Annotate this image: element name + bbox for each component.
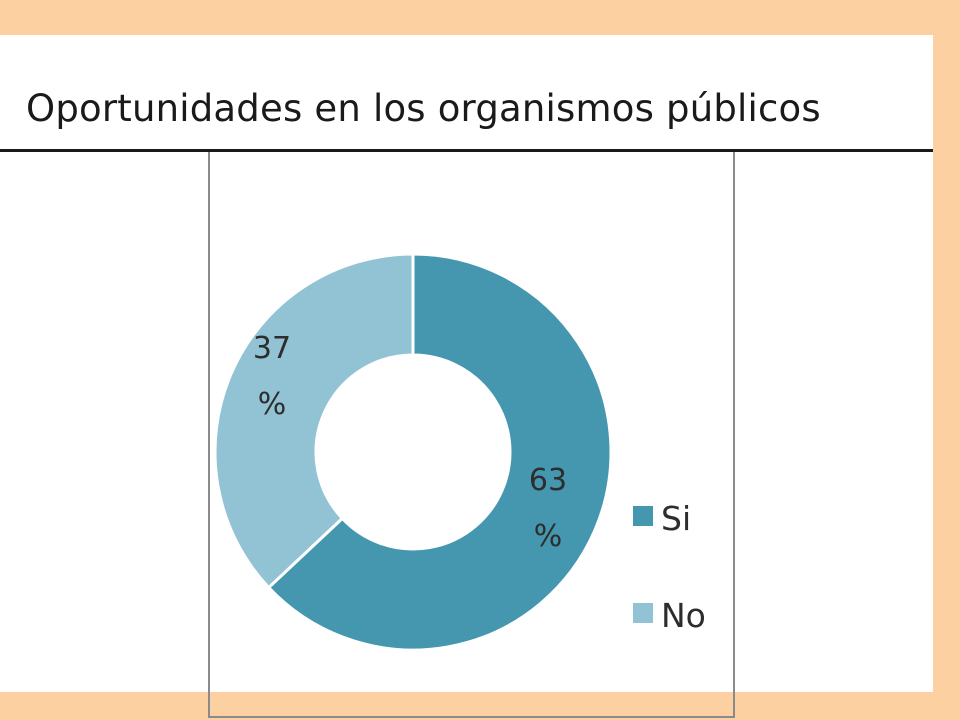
title-rule [0, 149, 933, 152]
legend-label-si: Si [661, 499, 691, 538]
data-label-no-value: 37 [253, 331, 291, 366]
data-label-no-unit: % [258, 387, 287, 422]
slice-si [266, 252, 613, 652]
data-label-si-value: 63 [529, 463, 567, 498]
chart-title: Oportunidades en los organismos públicos [26, 87, 821, 130]
legend-swatch-si [633, 506, 653, 526]
legend-swatch-no [633, 603, 653, 623]
chart-frame [208, 152, 735, 718]
data-label-si-unit: % [534, 519, 563, 554]
slice-no [213, 252, 415, 590]
legend-label-no: No [661, 596, 706, 635]
